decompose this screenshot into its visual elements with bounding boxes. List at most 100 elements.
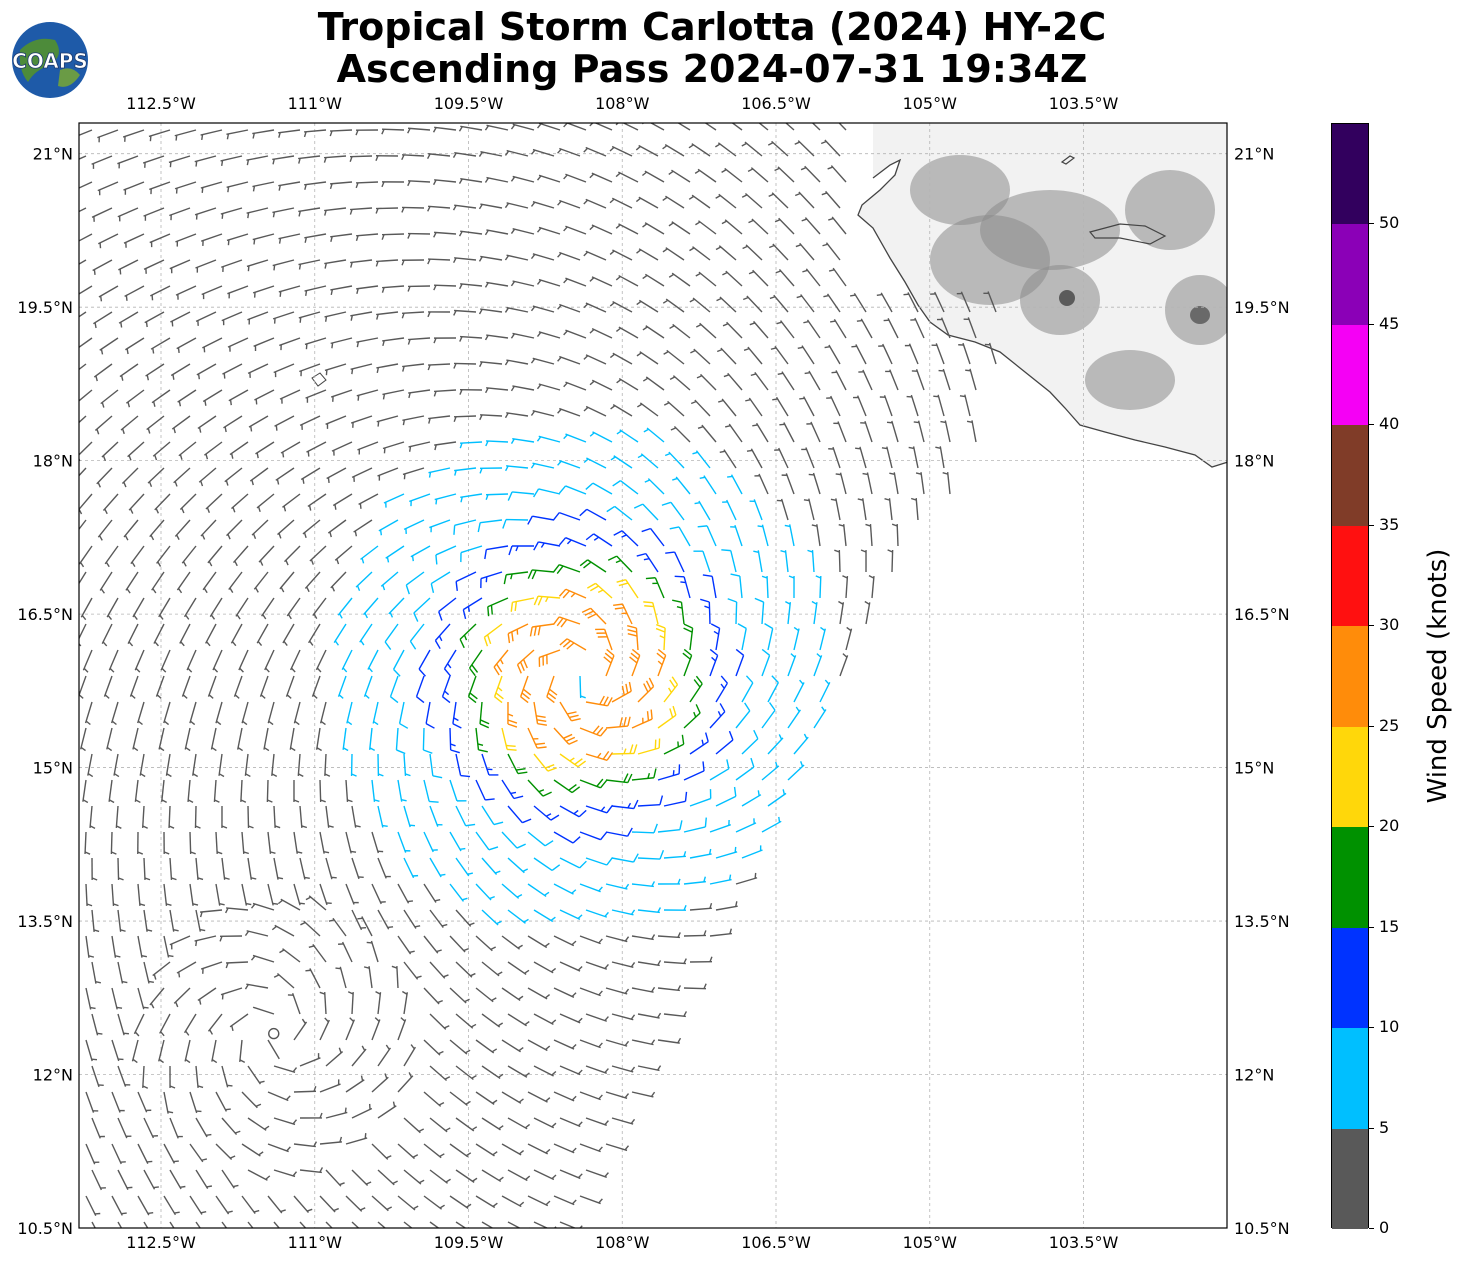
barb-staff bbox=[725, 270, 743, 287]
barb-staff bbox=[152, 441, 171, 457]
barb-half-flag bbox=[452, 152, 457, 159]
barb-half-flag bbox=[865, 523, 871, 527]
barb-staff bbox=[79, 207, 87, 213]
barb-staff bbox=[755, 422, 769, 443]
barb-half-flag bbox=[252, 185, 256, 192]
barb-staff bbox=[671, 221, 691, 235]
barb-half-flag bbox=[226, 133, 230, 140]
barb-staff bbox=[512, 332, 535, 339]
barb-half-flag bbox=[589, 173, 595, 179]
barb-flag bbox=[507, 748, 517, 751]
barb-half-flag bbox=[727, 475, 733, 478]
barb-half-flag bbox=[459, 336, 463, 342]
barb-half-flag bbox=[636, 249, 642, 254]
barb-staff bbox=[232, 545, 249, 563]
wind-barb bbox=[170, 363, 191, 380]
barb-staff bbox=[357, 441, 379, 451]
wind-barb bbox=[427, 258, 451, 265]
barb-half-flag bbox=[668, 123, 670, 124]
barb-staff bbox=[811, 123, 821, 131]
barb-half-flag bbox=[195, 940, 198, 947]
barb-half-flag bbox=[563, 226, 568, 232]
barb-staff bbox=[612, 301, 633, 313]
barb-staff bbox=[350, 415, 373, 424]
barb-staff bbox=[279, 337, 301, 347]
wind-barb bbox=[718, 398, 737, 417]
barb-half-flag bbox=[889, 472, 895, 475]
barb-staff bbox=[79, 155, 87, 160]
barb-half-flag bbox=[402, 366, 405, 372]
wind-barb bbox=[327, 519, 347, 538]
barb-staff bbox=[278, 129, 301, 134]
barb-staff bbox=[79, 129, 93, 136]
wind-barb bbox=[298, 311, 321, 323]
barb-staff bbox=[194, 155, 217, 163]
barb-staff bbox=[645, 325, 665, 339]
barb-staff bbox=[381, 233, 405, 236]
wind-barb bbox=[865, 523, 873, 547]
wind-barb bbox=[79, 389, 93, 402]
barb-staff bbox=[351, 467, 373, 478]
barb-half-flag bbox=[229, 587, 234, 593]
barb-staff bbox=[128, 493, 145, 511]
barb-half-flag bbox=[94, 322, 97, 329]
barb-staff bbox=[385, 545, 405, 559]
barb-flag bbox=[507, 491, 513, 501]
barb-half-flag bbox=[838, 523, 845, 527]
colorbar-segment bbox=[1332, 324, 1368, 426]
barb-staff bbox=[435, 545, 457, 556]
barb-staff bbox=[835, 498, 841, 521]
barb-staff bbox=[358, 493, 379, 506]
barb-half-flag bbox=[933, 395, 939, 398]
barb-half-flag bbox=[484, 282, 489, 288]
barb-half-flag bbox=[530, 463, 536, 469]
barb-staff bbox=[353, 519, 373, 533]
barb-half-flag bbox=[510, 124, 516, 130]
barb-half-flag bbox=[259, 560, 264, 566]
wind-barb bbox=[298, 259, 321, 270]
barb-staff bbox=[937, 394, 945, 417]
barb-staff bbox=[691, 194, 711, 209]
barb-staff bbox=[585, 302, 607, 313]
barb-staff bbox=[324, 311, 347, 318]
barb-staff bbox=[830, 165, 847, 183]
barb-half-flag bbox=[804, 371, 811, 375]
barb-staff bbox=[880, 292, 893, 313]
barb-half-flag bbox=[121, 980, 128, 984]
wind-barb bbox=[278, 233, 301, 244]
wind-barb bbox=[589, 123, 613, 131]
barb-half-flag bbox=[379, 529, 383, 536]
barb-half-flag bbox=[966, 420, 973, 424]
barb-staff bbox=[896, 523, 899, 547]
barb-staff bbox=[752, 269, 769, 287]
barb-staff bbox=[460, 335, 483, 339]
barb-staff bbox=[302, 519, 321, 535]
wind-barb bbox=[302, 519, 321, 538]
wind-barb bbox=[641, 170, 665, 183]
wind-barb bbox=[205, 493, 223, 513]
barb-half-flag bbox=[307, 451, 310, 457]
barb-half-flag bbox=[344, 1107, 347, 1114]
barb-staff bbox=[408, 127, 431, 131]
barb-staff bbox=[255, 441, 275, 455]
barb-staff bbox=[222, 363, 243, 375]
wind-barb bbox=[149, 519, 165, 541]
wind-barb bbox=[510, 175, 535, 183]
barb-staff bbox=[666, 349, 685, 365]
wind-barb bbox=[123, 233, 145, 248]
barb-half-flag bbox=[827, 166, 833, 170]
barb-staff bbox=[642, 503, 659, 521]
barb-staff bbox=[512, 280, 535, 287]
barb-staff bbox=[123, 519, 139, 538]
barb-half-flag bbox=[669, 376, 676, 380]
colorbar-tick-label: 35 bbox=[1379, 514, 1400, 534]
barb-staff bbox=[889, 369, 899, 391]
colorbar-tick bbox=[1369, 424, 1374, 426]
barb-half-flag bbox=[329, 130, 333, 137]
colorbar-tick bbox=[1369, 926, 1374, 928]
wind-barb bbox=[589, 379, 613, 391]
wind-barb bbox=[125, 571, 139, 594]
wind-barb bbox=[434, 493, 457, 505]
barb-staff bbox=[671, 272, 691, 287]
wind-barb bbox=[79, 571, 87, 594]
